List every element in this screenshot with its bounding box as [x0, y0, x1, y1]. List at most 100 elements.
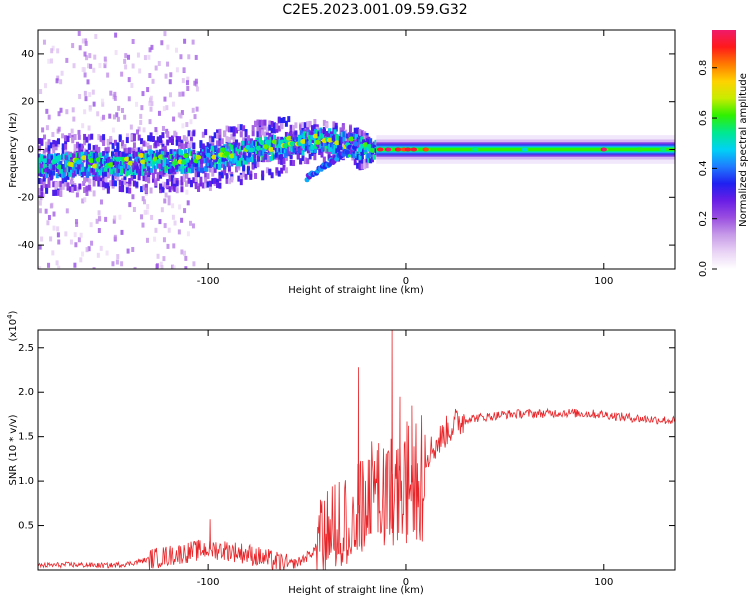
halo-cell: [137, 134, 141, 141]
peak-cell: [184, 157, 191, 163]
halo-cell: [353, 127, 357, 134]
core-cell: [141, 166, 145, 172]
noise-cell: [131, 39, 135, 45]
core-cell: [306, 132, 310, 138]
band-hotspot: [471, 147, 479, 152]
halo-cell: [277, 125, 281, 132]
core-cell: [189, 168, 193, 174]
halo-cell: [273, 127, 277, 134]
halo-cell: [170, 139, 174, 146]
noise-cell: [72, 63, 76, 69]
halo-cell: [358, 129, 362, 136]
halo-cell: [261, 129, 265, 136]
core-cell: [116, 167, 120, 173]
halo-cell: [147, 135, 151, 142]
halo-cell: [99, 177, 103, 184]
halo-cell: [118, 179, 122, 186]
core-cell: [329, 146, 333, 152]
core-cell: [94, 153, 98, 159]
noise-cell: [163, 198, 167, 204]
core-cell: [62, 154, 66, 160]
noise-cell: [164, 192, 168, 198]
noise-cell: [138, 68, 142, 74]
noise-cell: [131, 194, 135, 200]
noise-cell: [142, 127, 146, 133]
halo-cell: [254, 172, 258, 179]
core-cell: [98, 164, 102, 170]
core-cell: [363, 144, 367, 150]
halo-cell: [182, 143, 186, 150]
band-hotspot: [659, 147, 667, 152]
core-cell: [219, 159, 223, 165]
core-cell: [278, 146, 282, 152]
core-cell: [240, 144, 244, 150]
halo-cell: [244, 131, 248, 138]
core-cell: [365, 153, 369, 159]
noise-cell: [166, 44, 170, 50]
noise-cell: [156, 253, 160, 259]
core-cell: [319, 128, 323, 134]
peak-cell: [81, 155, 88, 161]
core-cell: [187, 167, 191, 173]
halo-cell: [306, 158, 310, 165]
noise-cell: [109, 90, 113, 96]
halo-cell: [301, 125, 305, 132]
halo-cell: [268, 168, 272, 175]
peak-cell: [366, 143, 373, 149]
halo-cell: [223, 156, 227, 163]
core-cell: [280, 154, 284, 160]
core-cell: [292, 145, 296, 151]
noise-cell: [74, 219, 78, 225]
core-cell: [109, 169, 113, 175]
core-cell: [143, 153, 147, 159]
core-cell: [166, 151, 170, 157]
core-cell: [374, 139, 378, 145]
core-cell: [354, 133, 358, 139]
core-cell: [303, 141, 307, 147]
core-cell: [62, 164, 66, 170]
core-cell: [182, 167, 186, 173]
halo-cell: [132, 135, 136, 142]
halo-cell: [280, 167, 284, 174]
halo-cell: [204, 182, 208, 189]
core-cell: [335, 134, 339, 140]
noise-cell: [83, 109, 87, 115]
noise-cell: [65, 57, 69, 63]
core-cell: [230, 144, 234, 150]
core-cell: [228, 158, 232, 164]
halo-cell: [313, 119, 317, 126]
core-cell: [64, 163, 68, 169]
core-cell: [306, 148, 310, 154]
core-cell: [114, 158, 118, 164]
core-cell: [274, 146, 278, 152]
halo-cell: [52, 139, 56, 146]
halo-cell: [47, 176, 51, 183]
peak-cell: [115, 156, 122, 162]
halo-cell: [97, 174, 101, 181]
core-cell: [62, 169, 66, 175]
core-cell: [77, 163, 81, 169]
noise-cell: [181, 91, 185, 97]
core-cell: [144, 157, 148, 163]
halo-cell: [56, 138, 60, 145]
core-cell: [134, 163, 138, 169]
noise-cell: [103, 63, 107, 69]
core-cell: [78, 152, 82, 158]
halo-cell: [61, 183, 65, 190]
core-cell: [317, 143, 321, 149]
noise-cell: [148, 145, 152, 151]
core-cell: [46, 153, 50, 159]
core-cell: [48, 172, 52, 178]
noise-cell: [191, 107, 195, 113]
noise-cell: [56, 232, 60, 238]
noise-cell: [189, 119, 193, 125]
core-cell: [240, 160, 244, 166]
noise-cell: [89, 63, 93, 69]
core-cell: [114, 162, 118, 168]
core-cell: [121, 160, 125, 166]
halo-cell: [230, 133, 234, 140]
core-cell: [305, 145, 309, 151]
halo-cell: [59, 190, 63, 197]
core-cell: [200, 163, 204, 169]
noise-cell: [79, 232, 83, 238]
